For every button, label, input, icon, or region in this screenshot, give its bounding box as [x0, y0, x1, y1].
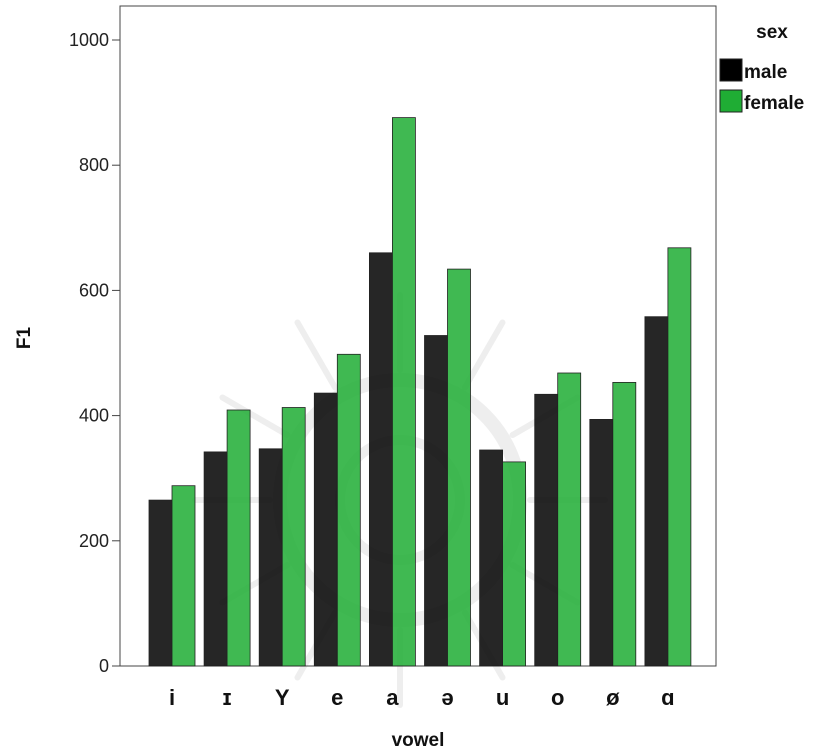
x-tick-label: a	[386, 685, 399, 710]
x-tick-label: ɑ	[661, 685, 674, 710]
bar-male-7	[534, 393, 559, 667]
bars-group	[148, 117, 692, 667]
x-tick-label: ɪ	[223, 685, 232, 710]
legend-label-male: male	[744, 62, 787, 83]
bar-female-4	[391, 117, 416, 667]
bar-male-9	[644, 316, 669, 667]
watermark-spike	[219, 394, 291, 438]
bar-female-6	[502, 461, 527, 667]
bar-female-5	[447, 268, 471, 667]
bar-male-6	[479, 449, 504, 667]
legend-swatch-female	[719, 89, 743, 113]
bar-male-8	[589, 418, 614, 667]
watermark-spike	[294, 319, 338, 391]
y-tick-label: 600	[79, 280, 109, 300]
bar-male-0	[148, 499, 173, 667]
y-tick-label: 800	[79, 155, 109, 175]
bar-male-5	[424, 335, 448, 667]
bar-male-4	[368, 252, 393, 667]
legend-title: sex	[756, 22, 788, 43]
y-tick-label: 400	[79, 406, 109, 426]
x-tick-label: o	[551, 685, 564, 710]
legend-swatch-male	[719, 58, 743, 82]
bar-female-3	[336, 353, 361, 667]
x-axis-title: vowel	[392, 730, 445, 751]
bar-male-3	[313, 392, 338, 667]
bar-female-0	[171, 485, 196, 667]
watermark-spike	[462, 319, 506, 391]
x-tick-label: i	[169, 685, 175, 710]
plot-area	[119, 5, 717, 667]
y-axis: 0 200 400 600 800 1000	[69, 30, 120, 676]
x-tick-label: Y	[275, 685, 290, 710]
bar-female-1	[226, 409, 251, 667]
y-axis-title: F1	[14, 326, 35, 349]
y-tick-label: 1000	[69, 30, 109, 50]
x-tick-label: u	[496, 685, 509, 710]
y-tick-label: 200	[79, 531, 109, 551]
bar-female-2	[281, 407, 306, 667]
x-tick-label: e	[331, 685, 343, 710]
legend-label-female: female	[744, 93, 804, 114]
x-tick-label: ø	[606, 685, 620, 710]
bar-male-1	[203, 451, 228, 667]
plot-border	[119, 5, 717, 667]
bar-female-7	[557, 372, 582, 667]
bar-male-2	[258, 448, 283, 667]
legend: sex male female	[719, 22, 804, 114]
x-tick-label: ə	[441, 685, 453, 710]
bar-female-8	[612, 381, 637, 667]
y-tick-label: 0	[99, 656, 109, 676]
bar-female-9	[667, 247, 692, 667]
